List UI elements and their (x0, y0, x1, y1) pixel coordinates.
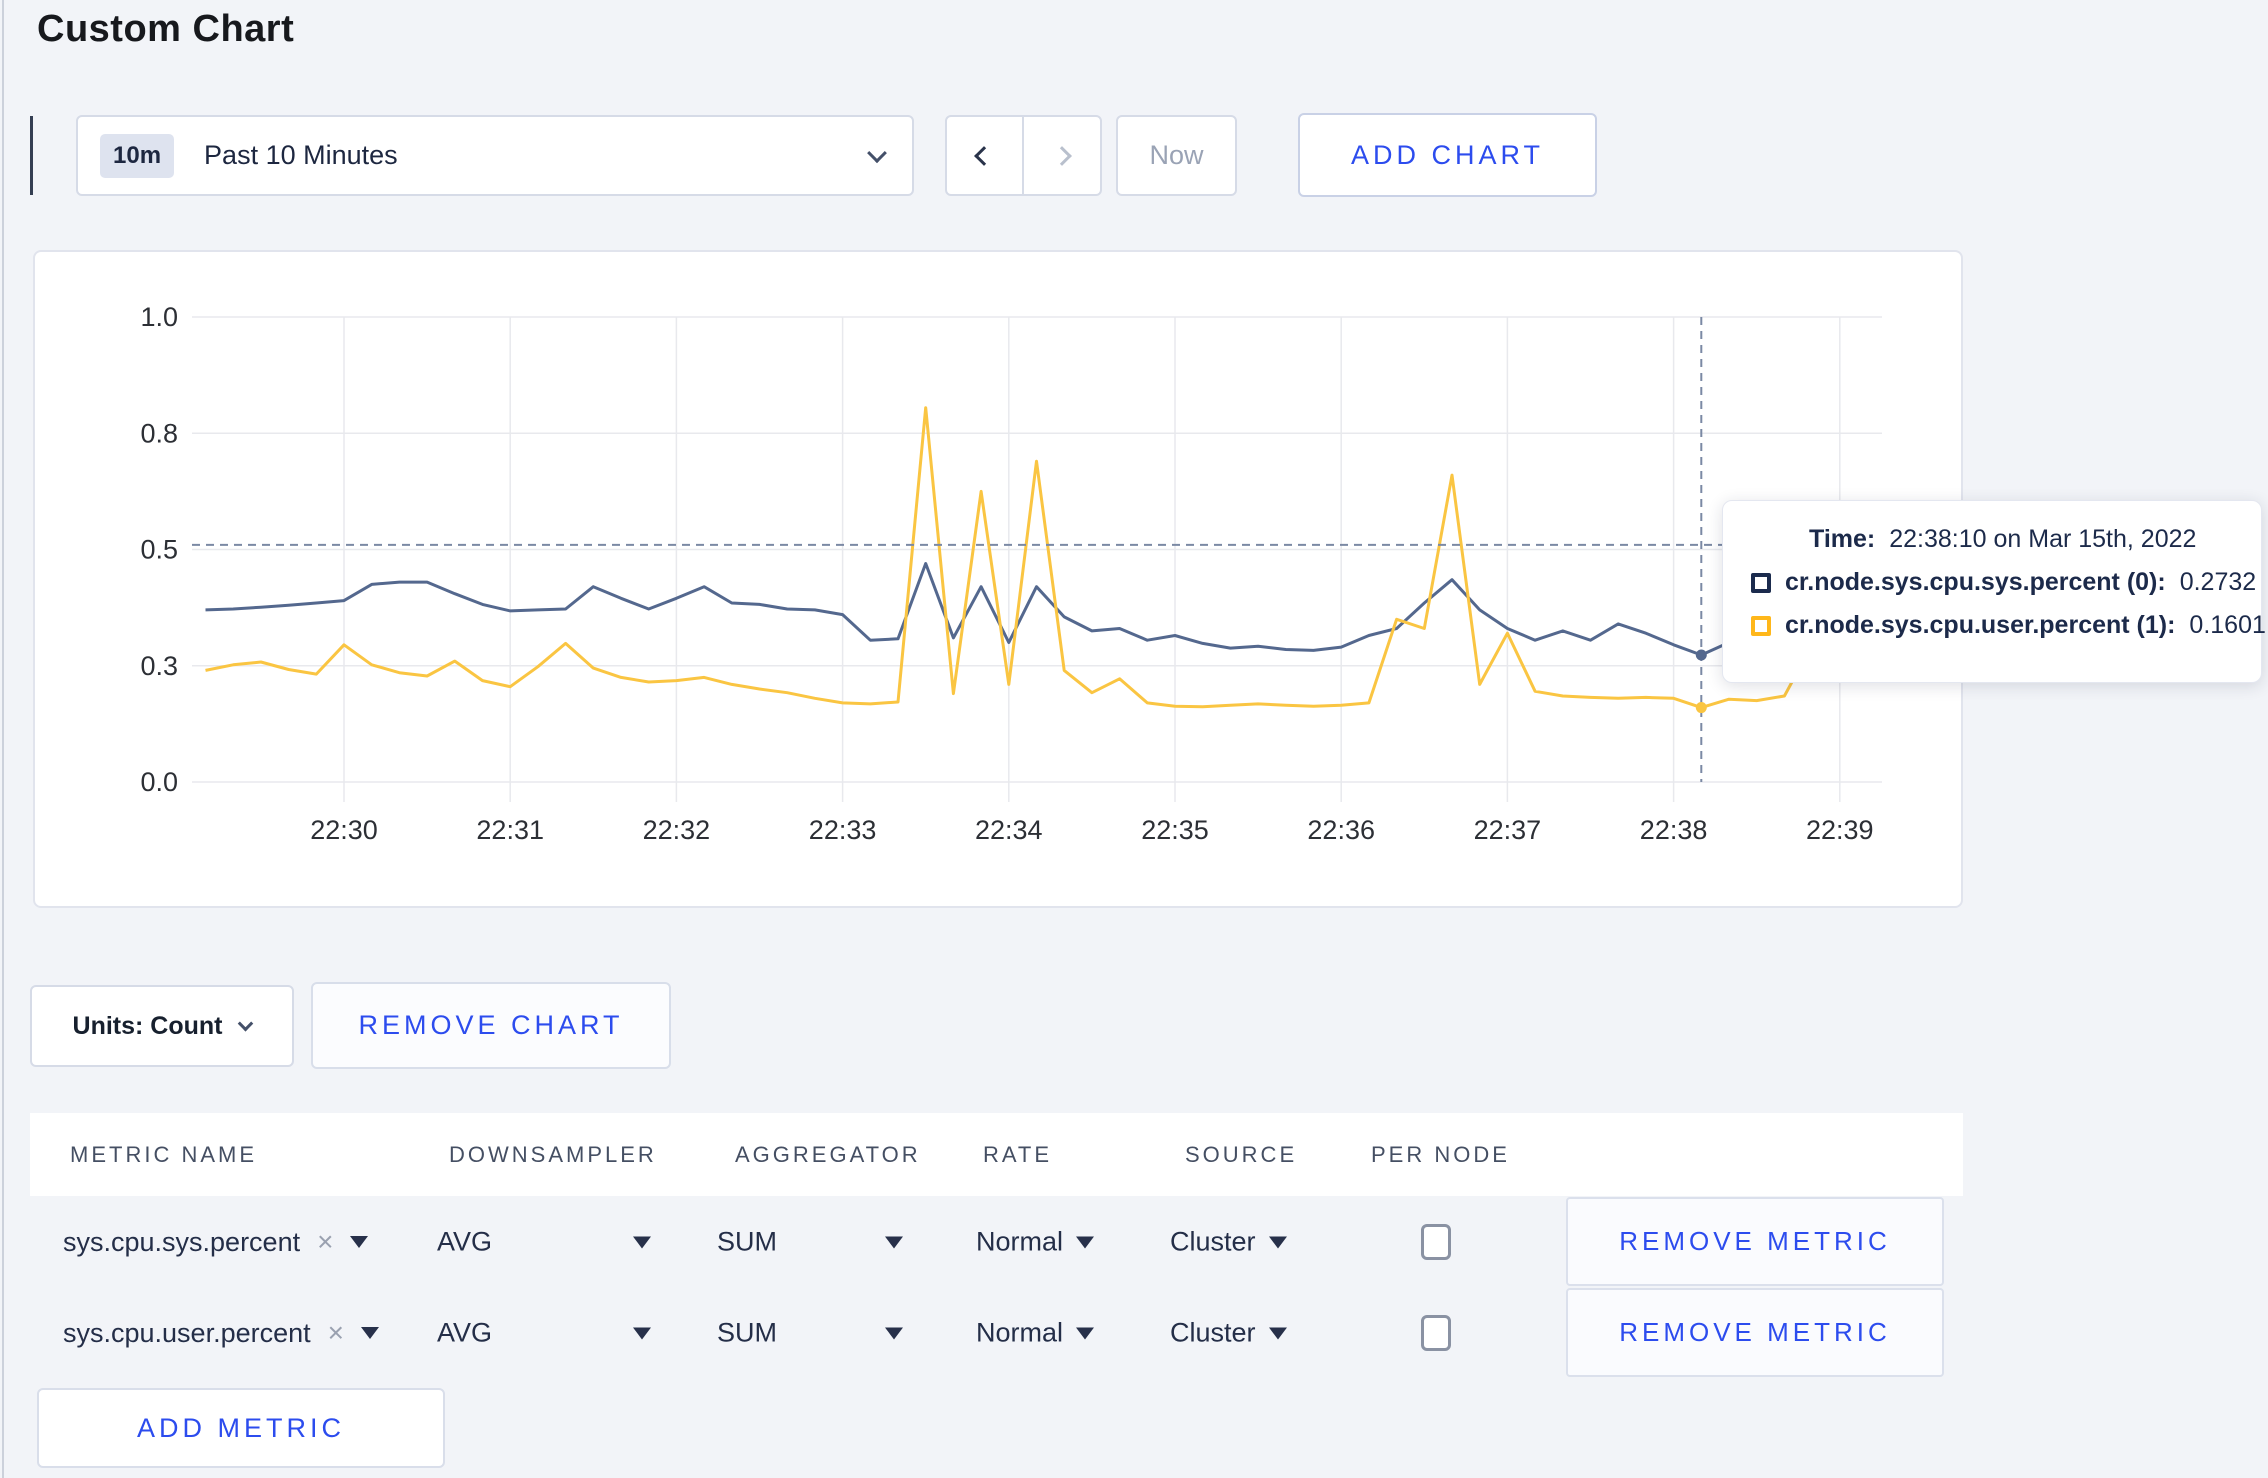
chevron-left-icon (974, 145, 995, 166)
page-left-edge (2, 0, 4, 1478)
series-line-1 (205, 406, 1869, 710)
units-dropdown[interactable]: Units: Count (30, 985, 294, 1067)
tooltip-series-row: cr.node.sys.cpu.sys.percent (0): 0.2732 (1751, 568, 2261, 597)
rate-select[interactable]: Normal (976, 1226, 1095, 1258)
tooltip-series-name: cr.node.sys.cpu.user.percent (1): (1785, 611, 2176, 639)
tooltip-time-label: Time: (1809, 525, 1876, 553)
remove-chart-button[interactable]: REMOVE CHART (311, 982, 671, 1069)
downsampler-value: AVG (437, 1226, 493, 1257)
time-range-dropdown[interactable]: 10m Past 10 Minutes (76, 115, 914, 196)
col-header-source: SOURCE (1185, 1141, 1298, 1167)
per-node-checkbox[interactable] (1421, 1315, 1451, 1351)
per-node-checkbox[interactable] (1421, 1224, 1451, 1260)
series-line-0 (205, 562, 1869, 657)
x-axis-tick-label: 22:33 (809, 815, 877, 845)
tooltip-series-value: 0.2732 (2179, 568, 2257, 596)
remove-metric-button[interactable]: REMOVE METRIC (1566, 1288, 1944, 1377)
col-header-per-node: PER NODE (1371, 1141, 1510, 1167)
y-axis-tick-label: 0.8 (140, 418, 178, 448)
aggregator-select[interactable]: SUM (717, 1227, 903, 1258)
chevron-down-icon (238, 1015, 254, 1031)
tooltip-time-row: Time: 22:38:10 on Mar 15th, 2022 (1751, 525, 2261, 554)
rate-value: Normal (976, 1317, 1064, 1348)
page-title: Custom Chart (37, 8, 295, 50)
x-axis-tick-label: 22:32 (643, 815, 711, 845)
col-header-rate: RATE (983, 1141, 1053, 1167)
hover-point-dot-1 (1695, 702, 1707, 714)
tooltip-series-value: 0.1601 (2189, 611, 2266, 639)
triangle-down-icon (633, 1327, 651, 1339)
tooltip-time-value: 22:38:10 on Mar 15th, 2022 (1889, 525, 2197, 553)
triangle-down-icon (1076, 1236, 1095, 1248)
aggregator-value: SUM (717, 1226, 777, 1257)
y-axis-tick-label: 0.0 (140, 767, 178, 797)
remove-metric-button[interactable]: REMOVE METRIC (1566, 1197, 1944, 1286)
y-axis-tick-label: 0.3 (140, 651, 178, 681)
rate-value: Normal (976, 1226, 1064, 1257)
col-header-metric-name: METRIC NAME (70, 1141, 257, 1167)
cpu-usage-chart[interactable]: 1.0 0.8 0.5 0.3 0.0 22:30 22:31 22:32 22:33 22:34… (35, 252, 1965, 910)
metrics-table-header: METRIC NAME DOWNSAMPLER AGGREGATOR RATE … (30, 1113, 1963, 1196)
metric-name-value: sys.cpu.user.percent (63, 1317, 311, 1348)
sys-series-swatch-icon (1751, 572, 1771, 593)
metric-name-select[interactable]: sys.cpu.user.percent × (63, 1317, 379, 1349)
time-range-label: Past 10 Minutes (204, 140, 398, 170)
next-time-button[interactable] (1024, 117, 1101, 194)
add-metric-button[interactable]: ADD METRIC (37, 1388, 445, 1468)
add-chart-button[interactable]: ADD CHART (1298, 113, 1597, 197)
now-button[interactable]: Now (1116, 115, 1237, 196)
y-axis-tick-label: 0.5 (140, 535, 178, 565)
x-axis-tick-label: 22:31 (476, 815, 544, 845)
source-value: Cluster (1170, 1317, 1256, 1348)
user-series-swatch-icon (1751, 615, 1771, 636)
chart-card: 1.0 0.8 0.5 0.3 0.0 22:30 22:31 22:32 22:33 22:34… (33, 250, 1963, 908)
metric-row-user: sys.cpu.user.percent × AVG SUM Normal Cl… (30, 1288, 1963, 1378)
x-axis-tick-label: 22:34 (975, 815, 1043, 845)
tooltip-series-row: cr.node.sys.cpu.user.percent (1): 0.1601 (1751, 611, 2266, 640)
downsampler-select[interactable]: AVG (437, 1318, 651, 1349)
tooltip-series-name: cr.node.sys.cpu.sys.percent (0): (1785, 568, 2166, 596)
triangle-down-icon (350, 1236, 369, 1248)
prev-time-button[interactable] (947, 117, 1024, 194)
col-header-downsampler: DOWNSAMPLER (449, 1141, 657, 1167)
time-range-badge: 10m (100, 133, 175, 178)
triangle-down-icon (885, 1236, 903, 1248)
triangle-down-icon (1268, 1236, 1287, 1248)
metric-name-select[interactable]: sys.cpu.sys.percent × (63, 1226, 369, 1258)
x-axis-tick-label: 22:37 (1474, 815, 1542, 845)
hover-point-dot-0 (1695, 649, 1707, 661)
time-pager (945, 115, 1102, 196)
triangle-down-icon (1076, 1327, 1095, 1339)
triangle-down-icon (885, 1327, 903, 1339)
source-value: Cluster (1170, 1226, 1256, 1257)
x-axis-tick-label: 22:38 (1640, 815, 1708, 845)
chart-hover-tooltip: Time: 22:38:10 on Mar 15th, 2022 cr.node… (1722, 500, 2266, 683)
toolbar-divider (30, 116, 33, 195)
source-select[interactable]: Cluster (1170, 1318, 1287, 1349)
x-axis-tick-label: 22:30 (310, 815, 378, 845)
x-axis-tick-label: 22:39 (1806, 815, 1874, 845)
chevron-down-icon (867, 142, 887, 163)
clear-metric-icon[interactable]: × (327, 1317, 344, 1348)
triangle-down-icon (1268, 1327, 1287, 1339)
clear-metric-icon[interactable]: × (317, 1226, 334, 1257)
y-axis-tick-label: 1.0 (140, 302, 178, 332)
chevron-right-icon (1051, 145, 1072, 166)
x-axis-tick-label: 22:35 (1141, 815, 1209, 845)
rate-select[interactable]: Normal (976, 1317, 1095, 1349)
aggregator-value: SUM (717, 1317, 777, 1348)
metric-row-sys: sys.cpu.sys.percent × AVG SUM Normal Clu… (30, 1197, 1963, 1287)
source-select[interactable]: Cluster (1170, 1227, 1287, 1258)
downsampler-select[interactable]: AVG (437, 1227, 651, 1258)
downsampler-value: AVG (437, 1317, 493, 1348)
triangle-down-icon (361, 1327, 379, 1339)
aggregator-select[interactable]: SUM (717, 1318, 903, 1349)
x-axis-tick-label: 22:36 (1307, 815, 1375, 845)
col-header-aggregator: AGGREGATOR (735, 1141, 921, 1167)
units-label: Units: Count (72, 1011, 223, 1040)
metric-name-value: sys.cpu.sys.percent (63, 1226, 301, 1257)
triangle-down-icon (633, 1236, 651, 1248)
